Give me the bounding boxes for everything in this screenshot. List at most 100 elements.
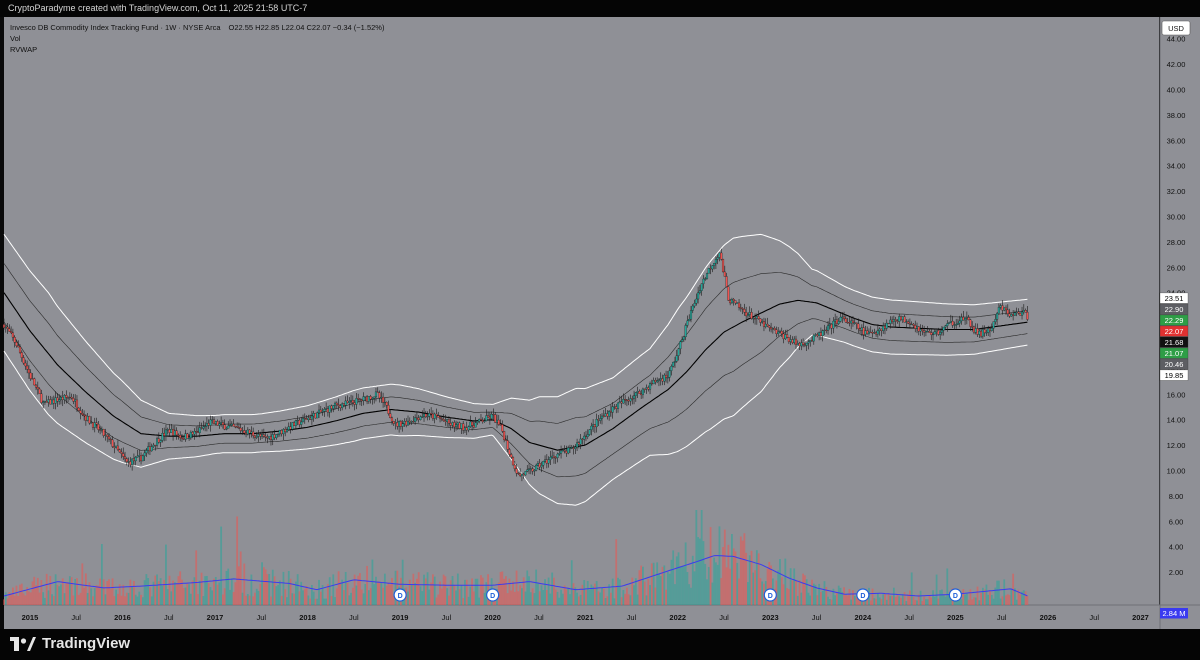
volume-bar (286, 597, 288, 605)
volume-bar (521, 588, 523, 605)
volume-bar (218, 582, 221, 605)
dividend-marker-label: D (860, 593, 865, 600)
volume-bar (917, 594, 920, 605)
time-scale-background[interactable] (4, 605, 1200, 629)
candle-body (239, 427, 242, 431)
candle-body (921, 329, 924, 331)
candle-body (761, 321, 764, 323)
candle-body (204, 425, 207, 427)
candle-body (837, 321, 840, 324)
candle-body (382, 396, 385, 403)
currency-button[interactable]: USD (1161, 20, 1191, 36)
volume-bar (145, 574, 148, 605)
chart-area[interactable]: 2.004.006.008.0010.0012.0014.0016.0018.0… (0, 17, 1200, 629)
candle-body (79, 410, 82, 414)
candle-body (910, 323, 913, 326)
volume-bar (997, 580, 1000, 605)
rvwap-outer-upper-band (3, 233, 1028, 417)
candle-body (860, 327, 863, 331)
candle-body (923, 330, 926, 333)
volume-bar (51, 594, 53, 605)
volume-bar (734, 551, 737, 605)
volume-bar (718, 526, 721, 605)
volume-bar (519, 585, 522, 605)
candles (2, 248, 1029, 482)
candle-body (104, 434, 107, 436)
candle-body (946, 323, 949, 326)
candle-body (207, 423, 210, 426)
candle-body (485, 415, 488, 421)
dividend-marker (856, 588, 870, 602)
volume-bar (214, 576, 217, 605)
candle-body (244, 432, 248, 435)
legend-indicator-rvwap[interactable]: RVWAP (10, 45, 37, 54)
candle-body (834, 319, 837, 322)
price-label: 22.29 (1165, 316, 1184, 325)
currency-button-bg[interactable] (1161, 20, 1191, 36)
volume-bar (1017, 589, 1020, 605)
candle-body (326, 408, 329, 413)
time-tick-label: Jul (1089, 613, 1099, 622)
volume-bar (885, 599, 888, 605)
price-chart[interactable]: 2.004.006.008.0010.0012.0014.0016.0018.0… (0, 17, 1200, 629)
candle-body (980, 330, 983, 337)
candle-body (745, 312, 748, 317)
volume-bar (725, 567, 728, 605)
volume-bar (576, 592, 578, 605)
candle-body (835, 319, 838, 324)
tradingview-logo-icon (10, 636, 36, 651)
volume-bar (8, 592, 11, 605)
volume-bar (1026, 595, 1029, 605)
candle-body (421, 416, 424, 418)
volume-bar (383, 573, 386, 605)
candle-body (624, 399, 627, 401)
candle-body (1017, 311, 1020, 314)
price-tick-label: 34.00 (1167, 162, 1186, 171)
currency-button-label[interactable]: USD (1168, 24, 1184, 33)
candle-body (647, 387, 650, 390)
volume-bar (955, 600, 958, 605)
candle-body (937, 330, 940, 335)
candle-body (997, 307, 1000, 314)
brand[interactable]: TradingView (10, 635, 130, 652)
volume-bar (700, 510, 703, 605)
candle-body (186, 433, 189, 439)
candle-body (252, 431, 255, 436)
candle-body (791, 339, 794, 343)
volume-bar (789, 568, 792, 605)
candle-body (511, 456, 515, 466)
candle-body (875, 332, 878, 335)
candle-body (285, 429, 289, 432)
candle-body (883, 325, 887, 329)
volume-bar (156, 574, 158, 605)
candle-body (293, 422, 296, 426)
volume-bar (70, 577, 73, 605)
volume-bar (846, 595, 849, 605)
volume-bar (138, 591, 141, 605)
volume-bar (364, 584, 367, 605)
candle-body (291, 422, 294, 430)
volume-bar (654, 587, 657, 605)
candle-body (931, 333, 935, 336)
candle-body (65, 395, 68, 398)
legend-indicator-vol[interactable]: Vol (10, 34, 21, 43)
time-tick-label: Jul (719, 613, 729, 622)
volume-bar (40, 580, 43, 605)
candle-body (394, 422, 397, 424)
candle-body (438, 417, 442, 419)
candle-body (173, 430, 176, 436)
volume-bar (921, 601, 924, 605)
candle-body (807, 341, 810, 344)
candle-body (873, 332, 876, 334)
volume-bar (13, 595, 16, 605)
volume-bar (545, 590, 548, 605)
volume-bar (197, 594, 199, 605)
volume-bar (166, 589, 169, 605)
candle-body (143, 452, 146, 457)
candle-body (730, 299, 733, 304)
candle-body (914, 325, 917, 329)
candle-body (649, 383, 652, 390)
candle-body (86, 416, 89, 421)
volume-bar (465, 579, 468, 605)
candle-body (364, 396, 367, 398)
